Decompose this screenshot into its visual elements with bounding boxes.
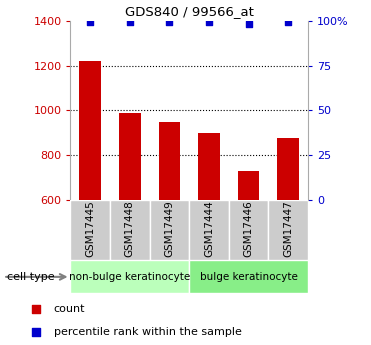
Bar (277, 138, 299, 200)
Point (33, 329, 39, 334)
Bar (268, 200, 308, 260)
Point (127, 20, 133, 25)
Point (246, 21, 252, 27)
Text: count: count (54, 304, 85, 314)
Point (285, 20, 291, 25)
Text: GSM17449: GSM17449 (164, 201, 174, 257)
Bar (110, 200, 150, 260)
Bar (119, 113, 141, 200)
Bar (150, 200, 189, 260)
Point (167, 20, 173, 25)
Bar (70, 260, 189, 293)
Point (33, 306, 39, 312)
Text: GSM17444: GSM17444 (204, 201, 214, 257)
Point (87, 20, 93, 25)
Title: GDS840 / 99566_at: GDS840 / 99566_at (125, 5, 254, 18)
Bar (79, 61, 101, 200)
Text: GSM17445: GSM17445 (85, 201, 95, 257)
Text: GSM17446: GSM17446 (244, 201, 253, 257)
Bar (229, 200, 268, 260)
Bar (70, 200, 110, 260)
Bar (158, 122, 180, 200)
Text: non-bulge keratinocyte: non-bulge keratinocyte (69, 272, 190, 282)
Text: percentile rank within the sample: percentile rank within the sample (54, 327, 242, 337)
Text: cell type: cell type (7, 272, 55, 282)
Bar (189, 260, 308, 293)
Text: bulge keratinocyte: bulge keratinocyte (200, 272, 298, 282)
Bar (238, 171, 259, 200)
Bar (189, 200, 229, 260)
Point (206, 20, 212, 25)
Text: GSM17448: GSM17448 (125, 201, 135, 257)
Bar (198, 133, 220, 200)
Text: GSM17447: GSM17447 (283, 201, 293, 257)
